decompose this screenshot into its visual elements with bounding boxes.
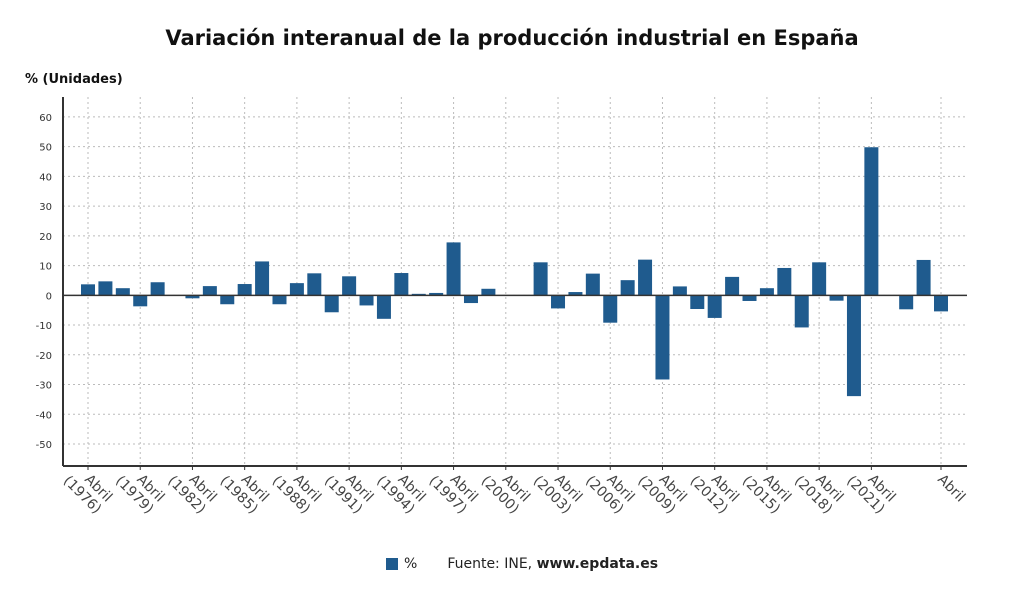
y-tick-label: 20 xyxy=(39,232,52,243)
bar xyxy=(777,267,792,296)
bar xyxy=(603,295,618,323)
legend-label: % xyxy=(404,556,418,572)
y-tick-label: 0 xyxy=(46,291,52,302)
y-tick-label: 60 xyxy=(39,113,52,124)
bar xyxy=(742,295,757,301)
bar xyxy=(359,295,374,306)
bar xyxy=(98,281,113,296)
bar xyxy=(289,283,304,296)
bar xyxy=(551,295,566,309)
legend-swatch xyxy=(386,558,398,570)
y-tick-label: -30 xyxy=(36,381,52,392)
bar xyxy=(255,261,270,296)
bar xyxy=(846,295,861,397)
bar xyxy=(220,295,235,305)
y-axis-label: % (Unidades) xyxy=(25,72,123,87)
bar xyxy=(307,273,322,296)
source-site: www.epdata.es xyxy=(536,556,659,572)
chart-title: Variación interanual de la producción in… xyxy=(165,26,859,50)
bar xyxy=(394,273,409,296)
bar xyxy=(899,295,914,310)
y-tick-label: 50 xyxy=(39,143,52,154)
bar xyxy=(237,284,252,296)
bar xyxy=(916,259,931,296)
bar xyxy=(481,288,496,296)
bar xyxy=(812,262,827,296)
bar xyxy=(81,284,95,296)
bar xyxy=(585,273,600,296)
bar xyxy=(638,259,653,296)
bar xyxy=(829,295,844,301)
bar xyxy=(429,292,444,296)
bar xyxy=(185,295,200,299)
source-note: Fuente: INE, www.epdata.es xyxy=(447,556,658,572)
bar xyxy=(446,242,461,296)
bar xyxy=(759,288,774,296)
bar xyxy=(376,295,391,319)
bar xyxy=(794,295,809,328)
bar xyxy=(707,295,722,318)
bar xyxy=(725,276,740,296)
bar xyxy=(342,276,357,296)
bar xyxy=(690,295,705,310)
bar xyxy=(672,286,687,296)
bar xyxy=(115,288,130,296)
y-tick-label: 30 xyxy=(39,202,52,213)
bar xyxy=(150,282,165,296)
bar xyxy=(864,147,879,296)
y-tick-label: 10 xyxy=(39,262,52,273)
bar xyxy=(620,280,635,296)
bar xyxy=(934,295,948,312)
bar xyxy=(324,295,339,313)
source-prefix: Fuente: INE, xyxy=(447,556,537,572)
y-tick-label: -10 xyxy=(36,321,52,332)
bar xyxy=(568,292,583,296)
y-tick-label: 40 xyxy=(39,172,52,183)
x-tick-label: Abril xyxy=(934,472,968,506)
y-tick-label: -40 xyxy=(36,410,52,421)
bar xyxy=(272,295,287,305)
bar xyxy=(463,295,478,304)
bar xyxy=(655,295,670,380)
y-tick-label: -50 xyxy=(36,440,52,451)
bar xyxy=(533,262,548,296)
legend: % Fuente: INE, www.epdata.es xyxy=(386,556,658,572)
bar xyxy=(133,295,148,307)
y-tick-label: -20 xyxy=(36,351,52,362)
bar xyxy=(202,286,217,296)
